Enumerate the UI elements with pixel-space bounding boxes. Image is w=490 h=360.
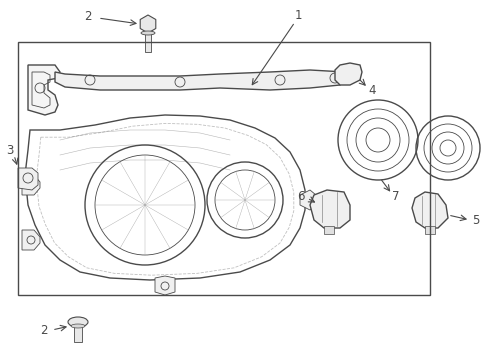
Text: 3: 3 xyxy=(7,144,14,157)
Text: 5: 5 xyxy=(472,213,479,226)
Polygon shape xyxy=(425,226,435,234)
Polygon shape xyxy=(412,192,448,228)
Polygon shape xyxy=(74,326,82,342)
Ellipse shape xyxy=(141,31,155,35)
Text: 6: 6 xyxy=(297,189,305,202)
Polygon shape xyxy=(324,226,334,234)
Polygon shape xyxy=(310,190,350,228)
Polygon shape xyxy=(145,33,151,52)
Polygon shape xyxy=(28,65,60,115)
Polygon shape xyxy=(140,15,156,33)
Polygon shape xyxy=(55,70,345,90)
Polygon shape xyxy=(22,230,40,250)
Ellipse shape xyxy=(71,324,85,328)
Polygon shape xyxy=(22,175,40,195)
Bar xyxy=(18,42,430,295)
Polygon shape xyxy=(155,276,175,295)
Polygon shape xyxy=(18,168,38,190)
Text: 2: 2 xyxy=(41,324,48,337)
Text: 1: 1 xyxy=(295,9,302,22)
Ellipse shape xyxy=(68,317,88,327)
Text: 7: 7 xyxy=(392,189,399,202)
Text: 4: 4 xyxy=(368,84,375,96)
Polygon shape xyxy=(300,190,316,210)
Text: 2: 2 xyxy=(84,9,92,23)
Polygon shape xyxy=(335,63,362,85)
